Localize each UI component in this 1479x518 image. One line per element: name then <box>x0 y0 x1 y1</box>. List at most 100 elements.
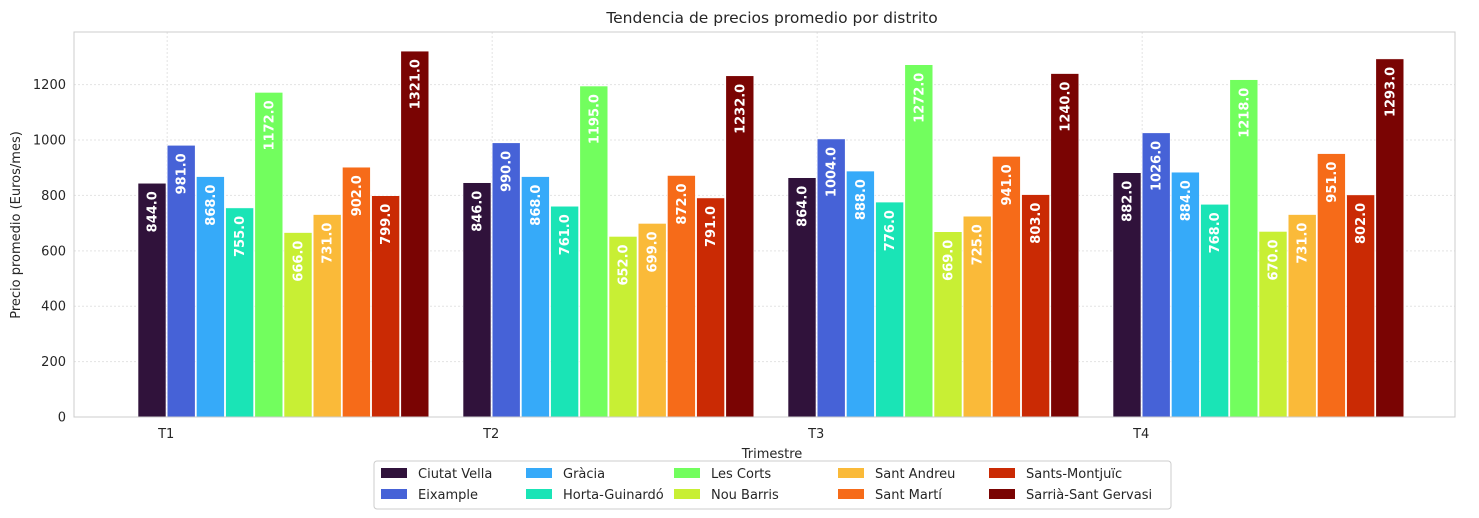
y-tick-label: 800 <box>41 189 66 204</box>
bar-value-label: 1004.0 <box>825 147 840 197</box>
legend-label: Nou Barris <box>711 488 779 503</box>
bar <box>579 85 609 418</box>
bar-value-label: 666.0 <box>292 241 307 282</box>
bar-value-label: 768.0 <box>1208 212 1223 253</box>
bar-value-label: 699.0 <box>646 231 661 272</box>
bar <box>1050 73 1080 418</box>
legend-item: Ciutat Vella <box>381 467 492 482</box>
bar-value-label: 882.0 <box>1121 181 1136 222</box>
legend-item: Gràcia <box>526 467 605 482</box>
bar <box>550 205 579 418</box>
legend-item: Sant Andreu <box>838 467 955 482</box>
bar <box>787 177 817 418</box>
y-tick-label: 600 <box>41 244 66 259</box>
legend-label: Sarrià-Sant Gervasi <box>1026 488 1152 503</box>
legend-item: Sant Martí <box>838 488 942 503</box>
bar-value-label: 652.0 <box>617 244 632 285</box>
y-tick-label: 200 <box>41 355 66 370</box>
bar <box>1375 58 1405 418</box>
bars <box>137 50 1405 418</box>
bar <box>400 50 430 418</box>
legend-label: Ciutat Vella <box>418 467 492 482</box>
x-axis-title: Trimestre <box>741 447 803 462</box>
legend-item: Horta-Guinardó <box>526 488 664 503</box>
bar <box>608 236 638 418</box>
x-tick-label: T2 <box>482 427 499 442</box>
bar-value-label: 981.0 <box>175 153 190 194</box>
legend-label: Les Corts <box>711 467 771 482</box>
bar-value-label: 803.0 <box>1029 203 1044 244</box>
legend-label: Horta-Guinardó <box>563 488 664 503</box>
bar <box>521 176 550 418</box>
plot-frame <box>73 31 1456 418</box>
bar-value-label: 761.0 <box>558 214 573 255</box>
bar <box>491 142 521 418</box>
bar <box>992 156 1021 418</box>
bar <box>933 231 963 418</box>
legend-swatch <box>381 468 407 478</box>
bar <box>1112 172 1142 418</box>
legend-label: Sant Andreu <box>875 467 955 482</box>
legend-item: Nou Barris <box>674 488 779 503</box>
bar-value-label: 888.0 <box>854 179 869 220</box>
legend-swatch <box>526 489 552 499</box>
legend-swatch <box>674 489 700 499</box>
bar-value-label: 731.0 <box>321 223 336 264</box>
bar-value-label: 951.0 <box>1325 162 1340 203</box>
bar-value-label: 872.0 <box>675 183 690 224</box>
x-tick-label: T1 <box>157 427 174 442</box>
bar <box>696 197 725 418</box>
bar-value-label: 725.0 <box>971 224 986 265</box>
bar <box>904 64 934 418</box>
bar-value-label: 990.0 <box>500 151 515 192</box>
bar-value-label: 1026.0 <box>1150 141 1165 191</box>
legend-swatch <box>381 489 407 499</box>
bar-value-label: 799.0 <box>379 204 394 245</box>
legend-item: Sants-Montjuïc <box>989 467 1122 482</box>
bar <box>1200 203 1229 418</box>
bar-value-label: 864.0 <box>796 186 811 227</box>
bar-value-label: 802.0 <box>1354 203 1369 244</box>
bar <box>166 144 196 418</box>
legend-swatch <box>989 468 1015 478</box>
bar-value-label: 1232.0 <box>733 84 748 134</box>
bar <box>342 166 371 418</box>
bar <box>875 201 904 418</box>
legend-swatch <box>838 468 864 478</box>
bar <box>637 223 667 418</box>
y-tick-label: 0 <box>58 411 66 426</box>
bar <box>1287 214 1317 418</box>
bar-value-label: 1172.0 <box>262 100 277 150</box>
bar <box>1229 79 1259 418</box>
legend-label: Gràcia <box>563 467 605 482</box>
bar <box>1258 231 1288 418</box>
bar-value-label: 868.0 <box>529 185 544 226</box>
y-tick-label: 1200 <box>33 78 66 93</box>
bar-value-label: 1272.0 <box>912 73 927 123</box>
legend-item: Eixample <box>381 488 478 503</box>
bar <box>312 214 342 418</box>
bar-value-label: 791.0 <box>704 206 719 247</box>
x-tick-label: T3 <box>807 427 824 442</box>
bar-value-label: 902.0 <box>350 175 365 216</box>
legend-label: Sant Martí <box>875 488 942 503</box>
bar-value-label: 844.0 <box>146 191 161 232</box>
y-axis-title: Precio promedio (Euros/mes) <box>9 131 24 319</box>
bar <box>1346 194 1375 418</box>
bar-value-label: 670.0 <box>1267 239 1282 280</box>
bar <box>1141 132 1171 418</box>
legend-swatch <box>526 468 552 478</box>
bar <box>196 176 225 418</box>
bar <box>371 195 400 418</box>
bar <box>846 170 875 418</box>
bar <box>962 215 992 418</box>
x-tick-label: T4 <box>1132 427 1149 442</box>
legend-item: Sarrià-Sant Gervasi <box>989 488 1152 503</box>
bar-value-label: 776.0 <box>883 210 898 251</box>
bar <box>1317 153 1346 418</box>
bar-value-label: 1218.0 <box>1237 88 1252 138</box>
bar-value-label: 731.0 <box>1296 223 1311 264</box>
legend-swatch <box>674 468 700 478</box>
bar <box>137 182 167 418</box>
legend-swatch <box>989 489 1015 499</box>
